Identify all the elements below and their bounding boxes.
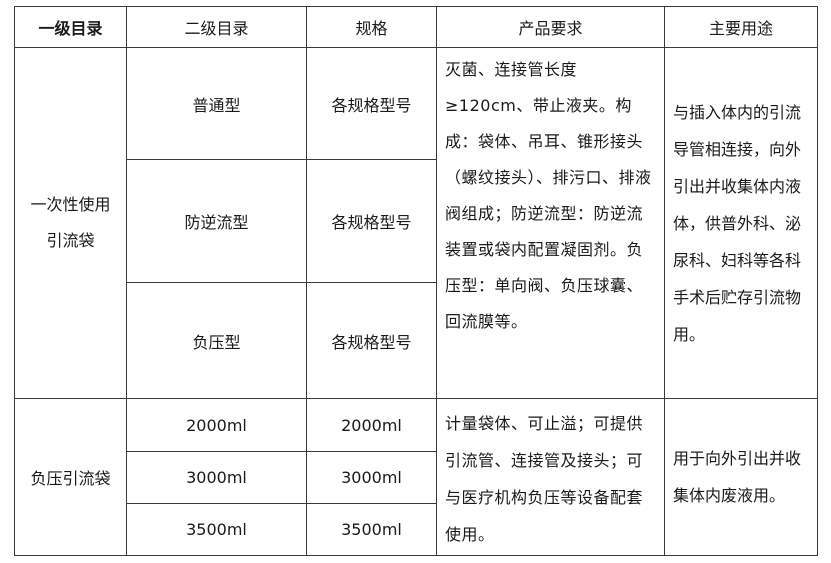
- header-level1: 一级目录: [14, 6, 127, 48]
- table-row: 防逆流型 各规格型号: [15, 159, 818, 283]
- table-row: 负压型 各规格型号: [15, 282, 818, 399]
- requirement-cell: 计量袋体、可止溢；可提供引流管、连接管及接头；可与医疗机构负压等设备配套使用。: [436, 398, 665, 556]
- header-usage: 主要用途: [664, 6, 818, 48]
- spec-cell: 2000ml: [306, 398, 437, 452]
- spec-cell: 各规格型号: [306, 282, 437, 399]
- product-catalog-table: 一级目录 二级目录 规格 产品要求 主要用途 一次性使用引流袋 普通型 各规格型…: [14, 6, 818, 556]
- usage-cell: 与插入体内的引流导管相连接，向外引出并收集体内液体，供普外科、泌尿科、妇科等各科…: [664, 47, 818, 399]
- subcategory-cell: 负压型: [126, 282, 307, 399]
- subcategory-cell: 3000ml: [126, 451, 307, 504]
- spec-cell: 各规格型号: [306, 47, 437, 160]
- table-row: 3000ml 3000ml: [15, 451, 818, 504]
- header-row: 一级目录 二级目录 规格 产品要求 主要用途: [14, 6, 818, 48]
- category-cell: 一次性使用引流袋: [14, 47, 127, 399]
- usage-cell: 用于向外引出并收集体内废液用。: [664, 398, 818, 556]
- spec-cell: 各规格型号: [306, 159, 437, 283]
- table-row: 一次性使用引流袋 普通型 各规格型号 灭菌、连接管长度≥120cm、带止液夹。构…: [14, 47, 818, 399]
- requirement-cell: 灭菌、连接管长度≥120cm、带止液夹。构成：袋体、吊耳、锥形接头（螺纹接头）、…: [436, 47, 665, 399]
- subcategory-cell: 防逆流型: [126, 159, 307, 283]
- table-row: 负压引流袋 2000ml 2000ml 计量袋体、可止溢；可提供引流管、连接管及…: [14, 398, 818, 556]
- header-level2: 二级目录: [126, 6, 307, 48]
- subcategory-cell: 2000ml: [126, 398, 307, 452]
- spec-cell: 3500ml: [306, 503, 437, 556]
- category-cell: 负压引流袋: [14, 398, 127, 556]
- spec-cell: 3000ml: [306, 451, 437, 504]
- header-spec: 规格: [306, 6, 437, 48]
- subcategory-cell: 3500ml: [126, 503, 307, 556]
- header-requirement: 产品要求: [436, 6, 665, 48]
- table-row: 3500ml 3500ml: [15, 503, 818, 556]
- subcategory-cell: 普通型: [126, 47, 307, 160]
